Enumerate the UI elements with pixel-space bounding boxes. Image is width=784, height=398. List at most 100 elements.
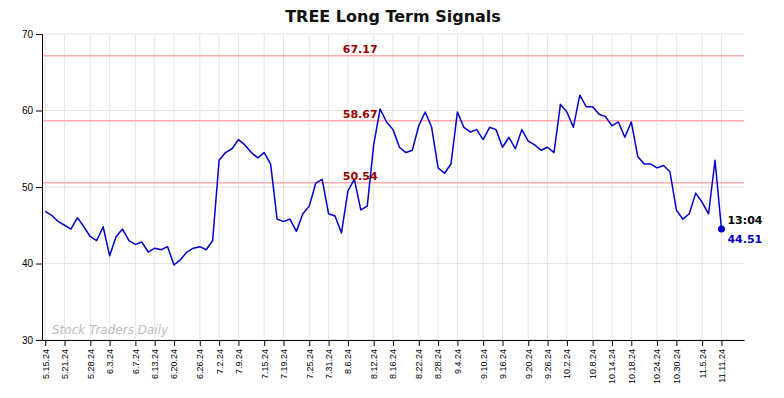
x-tick: 7.19.24 xyxy=(279,340,289,379)
y-tick-label: 30 xyxy=(22,335,34,346)
y-axis-line xyxy=(36,35,43,341)
x-tick: 8.12.24 xyxy=(369,340,379,379)
x-tick-mark xyxy=(110,340,111,346)
x-tick-label: 6.13.24 xyxy=(150,349,160,379)
x-tick: 8.16.24 xyxy=(388,340,398,379)
title: TREE Long Term Signals xyxy=(285,7,501,26)
x-tick-mark xyxy=(548,340,549,346)
x-tick: 9.16.24 xyxy=(498,340,508,379)
x-tick-label: 5.21.24 xyxy=(60,349,70,379)
x-tick-label: 6.7.24 xyxy=(131,349,141,374)
x-tick-label: 6.20.24 xyxy=(169,349,179,379)
x-tick-mark xyxy=(329,340,330,346)
x-tick-mark xyxy=(438,340,439,346)
x-tick-label: 9.16.24 xyxy=(498,349,508,379)
y-tick-label: 50 xyxy=(22,182,34,193)
x-tick: 5.21.24 xyxy=(60,340,70,379)
annotations: 67.17 58.67 50.54 13:04 44.51 Stock Traders D… xyxy=(52,43,763,337)
y-tick-label: 60 xyxy=(22,105,34,116)
x-tick-mark xyxy=(612,340,613,346)
price-line xyxy=(45,95,721,265)
y-tick-label: 70 xyxy=(22,29,34,40)
grid-line-x xyxy=(174,34,175,340)
reference-line-label: 67.17 xyxy=(343,43,378,56)
last-point xyxy=(718,225,725,232)
x-tick-mark xyxy=(631,340,632,346)
chart-container: 30405060705.15.245.21.245.28.246.3.246.7… xyxy=(0,0,784,398)
x-tick: 11.11.24 xyxy=(717,340,727,383)
y-tick: 30 xyxy=(22,335,42,346)
x-tick-mark xyxy=(419,340,420,346)
x-tick-label: 8.22.24 xyxy=(414,349,424,379)
x-tick-mark xyxy=(309,340,310,346)
x-tick-label: 10.8.24 xyxy=(588,349,598,379)
x-tick-label: 9.10.24 xyxy=(479,349,489,379)
x-tick-label: 7.25.24 xyxy=(305,349,315,379)
grid-line-x xyxy=(45,34,46,340)
x-tick-mark xyxy=(45,340,46,346)
x-tick-label: 11.5.24 xyxy=(698,349,708,378)
grid-line-x xyxy=(702,34,703,340)
x-tick: 6.7.24 xyxy=(131,340,141,374)
x-tick-label: 7.15.24 xyxy=(260,349,270,379)
x-tick-label: 8.16.24 xyxy=(388,349,398,379)
x-tick-mark xyxy=(374,340,375,346)
x-tick: 8.6.24 xyxy=(343,340,353,374)
x-tick-mark xyxy=(502,340,503,346)
x-tick-mark xyxy=(393,340,394,346)
x-tick-label: 9.26.24 xyxy=(543,349,553,379)
x-tick-mark xyxy=(528,340,529,346)
grid-line-x xyxy=(238,34,239,340)
y-tick: 40 xyxy=(22,258,42,269)
grid-line-x xyxy=(135,34,136,340)
x-tick: 6.3.24 xyxy=(105,340,115,374)
x-tick-mark xyxy=(284,340,285,346)
x-tick-label: 7.31.24 xyxy=(324,349,334,379)
grid-line-x xyxy=(438,34,439,340)
x-tick: 5.28.24 xyxy=(86,340,96,379)
x-tick-mark xyxy=(457,340,458,346)
grid-line-x xyxy=(283,34,284,340)
y-tick: 50 xyxy=(22,182,42,193)
grid-line-x xyxy=(264,34,265,340)
grid-line-x xyxy=(676,34,677,340)
reference-line-label: 58.67 xyxy=(343,108,378,121)
x-tick-mark xyxy=(657,340,658,346)
reference-line-label: 50.54 xyxy=(343,170,378,183)
grid-line-x xyxy=(566,34,567,340)
x-tick-label: 7.2.24 xyxy=(214,349,224,374)
grid-line-x xyxy=(592,34,593,340)
x-axis: 5.15.245.21.245.28.246.3.246.7.246.13.24… xyxy=(41,340,745,384)
x-tick-label: 7.19.24 xyxy=(279,349,289,379)
last-time-label: 13:04 xyxy=(727,214,762,227)
last-value-label: 44.51 xyxy=(727,233,762,246)
x-tick-label: 6.3.24 xyxy=(105,349,115,374)
x-tick-mark xyxy=(348,340,349,346)
x-tick-mark xyxy=(135,340,136,346)
x-tick-label: 7.9.24 xyxy=(234,349,244,374)
x-tick-label: 6.26.24 xyxy=(195,349,205,379)
x-tick: 9.4.24 xyxy=(453,340,463,374)
x-tick-mark xyxy=(65,340,66,346)
grid-line-x xyxy=(90,34,91,340)
y-tick-mark xyxy=(36,340,42,341)
y-tick-mark xyxy=(36,34,42,35)
grid-line-x xyxy=(418,34,419,340)
watermark: Stock Traders Daily xyxy=(52,323,169,337)
grid-line-x xyxy=(199,34,200,340)
grid xyxy=(42,34,744,340)
x-tick-mark xyxy=(593,340,594,346)
x-tick-mark xyxy=(483,340,484,346)
x-tick-mark xyxy=(155,340,156,346)
x-tick: 7.15.24 xyxy=(260,340,270,379)
y-tick: 60 xyxy=(22,105,42,116)
x-tick: 7.2.24 xyxy=(214,340,224,374)
x-tick: 7.9.24 xyxy=(234,340,244,374)
x-tick: 9.10.24 xyxy=(479,340,489,379)
grid-line-x xyxy=(457,34,458,340)
y-tick-mark xyxy=(36,264,42,265)
x-tick: 7.25.24 xyxy=(305,340,315,379)
x-tick-mark xyxy=(264,340,265,346)
grid-line-x xyxy=(393,34,394,340)
x-tick: 6.26.24 xyxy=(195,340,205,379)
